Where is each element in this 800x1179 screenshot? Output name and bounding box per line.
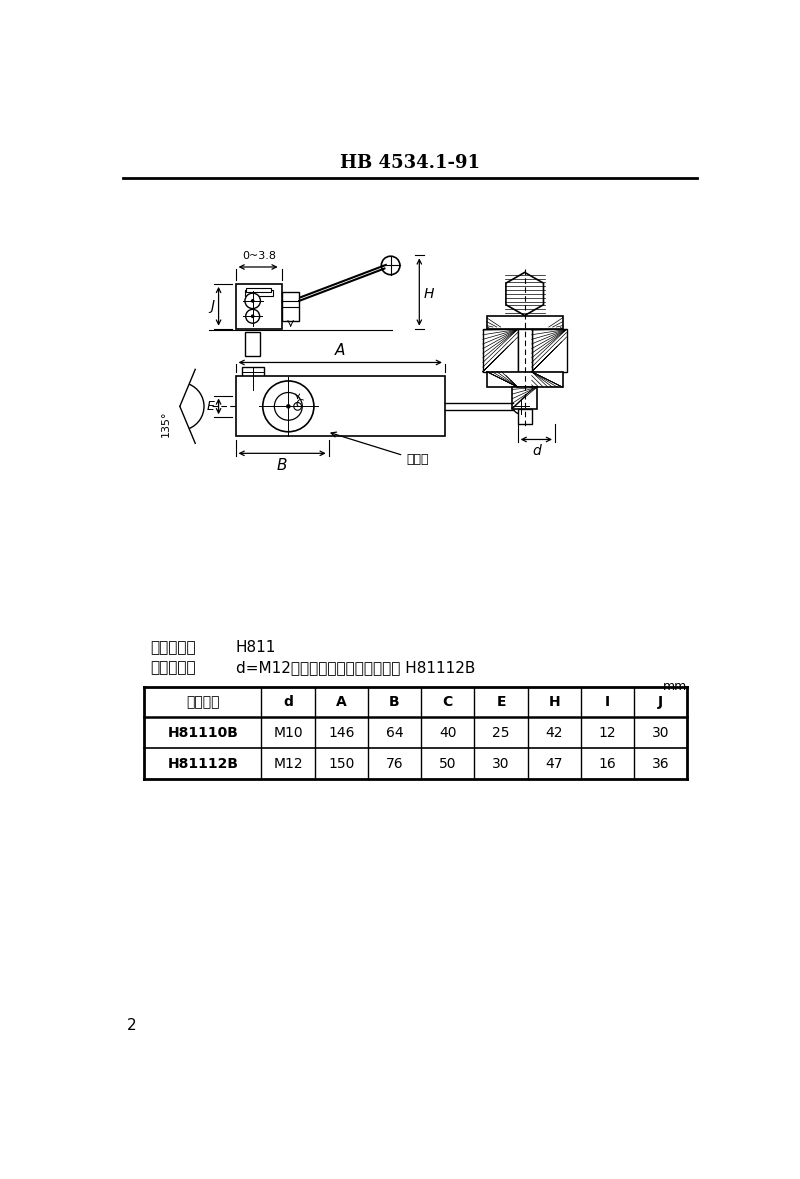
Text: 64: 64	[386, 726, 403, 740]
Circle shape	[382, 256, 400, 275]
Text: 47: 47	[546, 757, 563, 771]
Text: 0~3.8: 0~3.8	[242, 251, 276, 261]
Bar	[245, 332, 261, 356]
Text: 标记示例：: 标记示例：	[150, 660, 196, 676]
Bar	[486, 316, 562, 329]
Text: 2: 2	[127, 1017, 137, 1033]
Text: H81112B: H81112B	[167, 757, 238, 771]
Text: d=M12的螺旋凸轮卡紧爪的标记为 H81112B: d=M12的螺旋凸轮卡紧爪的标记为 H81112B	[236, 660, 475, 676]
Text: 36: 36	[652, 757, 670, 771]
Text: H811: H811	[236, 640, 276, 656]
Circle shape	[513, 399, 529, 414]
Bar	[246, 288, 271, 291]
Text: 40: 40	[439, 726, 457, 740]
Circle shape	[246, 309, 260, 323]
Text: B: B	[389, 696, 400, 709]
Bar	[242, 367, 263, 378]
Text: C: C	[442, 696, 453, 709]
Text: B: B	[277, 457, 287, 473]
Circle shape	[251, 315, 254, 317]
Text: C: C	[295, 399, 303, 409]
Text: 分类代号：: 分类代号：	[150, 640, 196, 656]
Text: I: I	[605, 696, 610, 709]
Text: HB 4534.1-91: HB 4534.1-91	[340, 154, 480, 172]
Polygon shape	[506, 272, 543, 316]
Text: 25: 25	[492, 726, 510, 740]
Bar	[282, 291, 299, 321]
Bar	[518, 329, 532, 371]
Text: 标记代号: 标记代号	[186, 696, 219, 709]
Text: 12: 12	[598, 726, 616, 740]
Text: J: J	[210, 299, 214, 314]
Text: H: H	[549, 696, 560, 709]
Bar	[236, 284, 282, 329]
Bar	[236, 376, 445, 436]
Bar	[532, 329, 566, 371]
Text: 标划处: 标划处	[331, 433, 429, 467]
Text: 16: 16	[598, 757, 617, 771]
Text: M12: M12	[273, 757, 302, 771]
Text: E: E	[207, 400, 214, 413]
Circle shape	[294, 402, 302, 410]
Circle shape	[251, 299, 254, 302]
Text: mm: mm	[662, 680, 686, 693]
Circle shape	[274, 393, 302, 420]
Circle shape	[262, 381, 314, 432]
Text: 135°: 135°	[161, 410, 170, 436]
Text: M10: M10	[273, 726, 302, 740]
Text: 50: 50	[439, 757, 457, 771]
Text: 30: 30	[652, 726, 670, 740]
Text: A: A	[335, 343, 346, 358]
Bar	[245, 290, 273, 296]
Circle shape	[245, 294, 261, 309]
Text: d: d	[283, 696, 293, 709]
Text: J: J	[658, 696, 663, 709]
Circle shape	[286, 404, 290, 408]
Bar	[486, 371, 562, 387]
Text: 146: 146	[328, 726, 354, 740]
Bar	[483, 329, 518, 371]
Text: H: H	[423, 286, 434, 301]
Text: 150: 150	[328, 757, 354, 771]
Text: 42: 42	[546, 726, 563, 740]
Bar	[512, 387, 537, 409]
Bar	[518, 409, 532, 424]
Text: H81110B: H81110B	[167, 726, 238, 740]
Text: 30: 30	[492, 757, 510, 771]
Text: d: d	[532, 444, 541, 459]
Text: 76: 76	[386, 757, 403, 771]
Text: A: A	[336, 696, 346, 709]
Text: E: E	[496, 696, 506, 709]
